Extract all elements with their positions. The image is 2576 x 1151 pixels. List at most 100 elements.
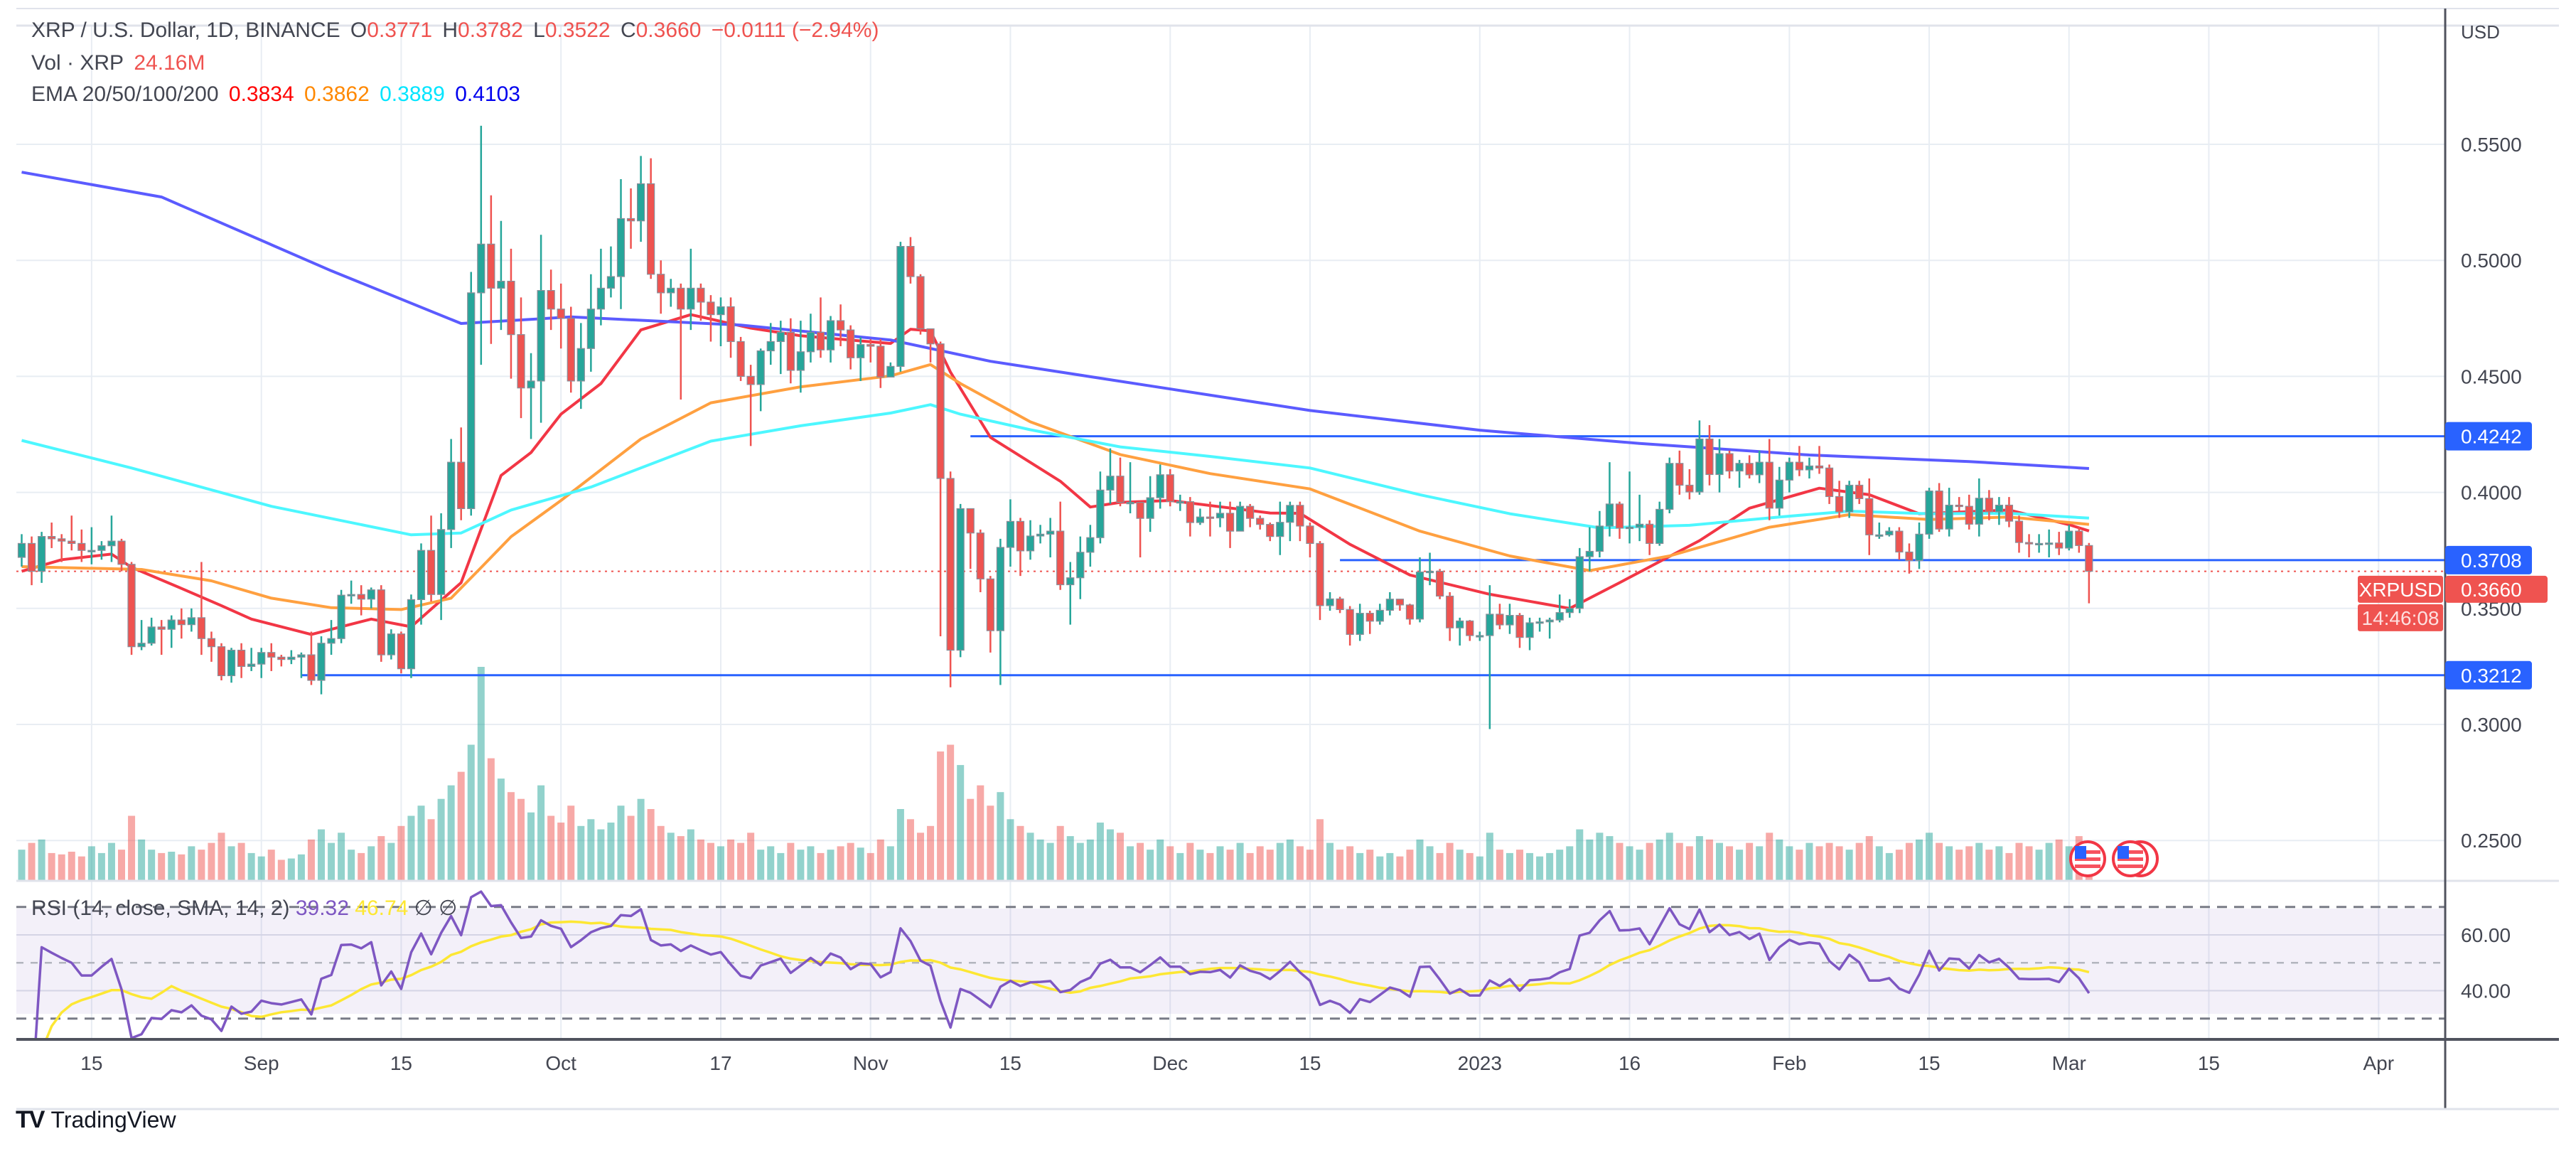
candle-body [1166,474,1174,503]
candle [1565,599,1574,618]
candle [1885,527,1894,537]
time-axis-label[interactable]: 15 [390,1052,412,1074]
candle [2005,497,2014,528]
rsi-axis-label[interactable]: 60.00 [2461,924,2511,946]
candle [606,246,616,298]
symbol-legend[interactable]: XRP / U.S. Dollar, 1D, BINANCE O0.3771 H… [31,18,883,43]
time-axis-label[interactable]: 2023 [1458,1052,1502,1074]
us-flag-icon[interactable] [2069,840,2106,877]
volume-bar [218,833,225,880]
candle [1515,613,1524,648]
candle-body [127,564,136,648]
currency-label[interactable]: USD [2461,21,2500,43]
candle-body [387,633,395,655]
time-axis-label[interactable]: Nov [853,1052,889,1074]
candle-body [717,306,725,316]
time-axis-label[interactable]: 15 [80,1052,102,1074]
price-axis-label[interactable]: 0.5000 [2461,250,2522,272]
rsi-axis-label[interactable]: 40.00 [2461,980,2511,1002]
candle [497,220,505,331]
price-axis-label[interactable]: 0.3000 [2461,714,2522,736]
candle [1715,439,1724,493]
candle [756,348,765,412]
time-axis-label[interactable]: 15 [2198,1052,2220,1074]
volume-bar [1726,846,1734,880]
time-axis-label[interactable]: Dec [1152,1052,1188,1074]
candle-body [1446,595,1454,628]
time-axis-label[interactable]: Mar [2052,1052,2086,1074]
candle-body [1096,489,1105,538]
candle-body [367,589,375,600]
last-price-text: 0.3660 [2461,579,2522,601]
candle [1186,497,1194,537]
volume-value: 24.16M [134,51,205,75]
volume-bar [1665,833,1673,880]
candle [217,643,226,680]
brand-name: TradingView [50,1107,176,1133]
volume-bar [1206,852,1214,880]
time-axis-label[interactable]: 15 [1918,1052,1940,1074]
volume-bar [18,850,26,880]
candle [197,562,205,655]
candle [1675,450,1684,495]
symbol-title[interactable]: XRP / U.S. Dollar, 1D, BINANCE [31,18,340,42]
time-axis-label[interactable]: 16 [1619,1052,1641,1074]
axes[interactable]: 15 Sep 15 Oct 17 Nov 15 Dec 15 2023 16 Feb 15 Mar 15 Ap… [80,134,2521,1074]
candle-body [1316,542,1324,606]
volume-bar [437,798,445,880]
candle [257,648,266,678]
volume-bar [1456,850,1464,880]
volume-bar [1596,833,1604,880]
candle-body [1356,613,1364,635]
candle-body [77,542,86,551]
candle [357,585,365,616]
candle [1625,471,1634,544]
candle [1166,469,1174,507]
candle [1845,481,1854,518]
candle [1206,501,1215,537]
ema-legend[interactable]: EMA 20/50/100/200 0.3834 0.3862 0.3889 0… [31,82,525,107]
candle-body [477,243,485,294]
volume-bar [886,846,894,880]
candle-body [896,246,905,367]
volume-bar [1705,839,1713,880]
price-axis-label[interactable]: 0.2500 [2461,830,2522,852]
candle-body [147,626,156,644]
price-axis-label[interactable]: 0.5500 [2461,134,2522,156]
candle-body [1935,491,1943,530]
volume-legend[interactable]: Vol · XRP 24.16M [31,51,209,75]
volume-bar [906,819,914,880]
candle [1076,536,1085,599]
event-markers[interactable] [2069,840,2159,877]
time-axis-label[interactable]: Sep [244,1052,279,1074]
volume-bar [77,856,85,880]
volume-bar [367,846,375,880]
price-axis-label[interactable]: 0.4000 [2461,482,2522,504]
candle-body [926,328,935,345]
candle [576,323,585,409]
rsi-legend[interactable]: RSI (14, close, SMA, 14, 2) 39.32 46.74 … [31,896,457,921]
candle [317,636,326,695]
price-axis-label[interactable]: 0.4500 [2461,365,2522,387]
candle-body [1206,516,1215,519]
candle-body [1795,461,1803,471]
rsi-sma-value: 46.74 [355,896,409,920]
candle [1286,501,1294,542]
us-flag-icon[interactable] [2112,840,2159,877]
tradingview-brand[interactable]: TV TradingView [16,1106,176,1134]
candle-body [2045,542,2054,545]
candle-body [197,617,205,639]
time-axis-label[interactable]: 15 [1299,1052,1321,1074]
candle-body [1486,614,1494,636]
volume-bar [487,758,495,880]
candle-body [177,619,186,626]
volume-bar [457,771,465,880]
candle [806,314,815,363]
time-axis-label[interactable]: Apr [2363,1052,2395,1074]
time-axis-label[interactable]: 15 [999,1052,1021,1074]
time-axis-label[interactable]: Oct [545,1052,576,1074]
time-axis-label[interactable]: 17 [709,1052,731,1074]
time-axis-label[interactable]: Feb [1772,1052,1806,1074]
candle [717,297,725,346]
